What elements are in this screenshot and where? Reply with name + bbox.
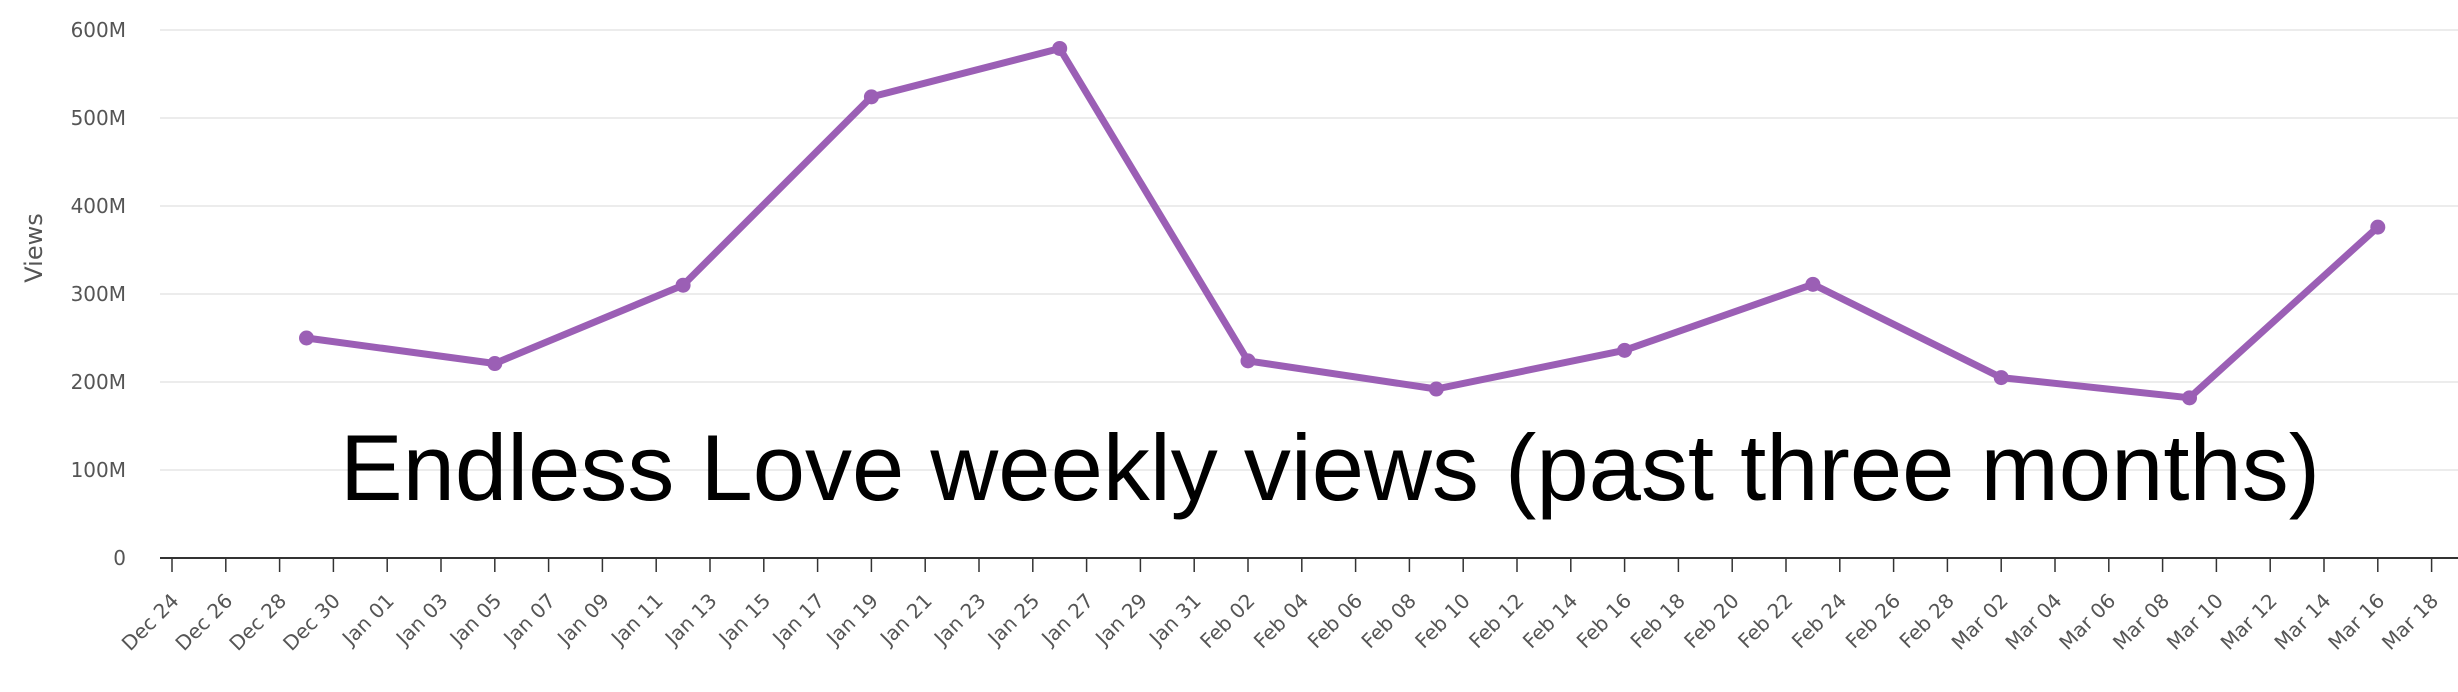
x-tick-label: Jan 27 (1035, 589, 1098, 652)
x-tick-label: Feb 12 (1464, 589, 1529, 654)
x-tick-label: Feb 22 (1733, 589, 1798, 654)
x-tick-label: Feb 04 (1249, 589, 1314, 654)
data-point (863, 89, 879, 105)
y-tick-label: 0 (113, 546, 126, 570)
x-tick-label: Feb 10 (1410, 589, 1475, 654)
data-point (1617, 342, 1633, 358)
data-point (2370, 219, 2386, 235)
x-tick-label: Jan 31 (1143, 589, 1206, 652)
x-tick-label: Mar 02 (1947, 589, 2013, 655)
data-point (1428, 381, 1444, 397)
x-tick-label: Feb 14 (1518, 589, 1583, 654)
x-tick-label: Dec 30 (278, 589, 345, 656)
y-tick-label: 500M (71, 106, 126, 130)
series-layer (299, 40, 2386, 406)
data-point (1240, 353, 1256, 369)
x-tick-label: Feb 06 (1303, 589, 1368, 654)
x-tick-label: Mar 06 (2054, 589, 2120, 655)
x-tick-label: Jan 25 (982, 589, 1045, 652)
data-point (2182, 390, 2197, 406)
x-tick-label: Feb 08 (1356, 589, 1421, 654)
x-tick-label: Jan 01 (336, 589, 399, 652)
x-tick-label: Jan 09 (551, 589, 614, 652)
x-tick-label: Jan 07 (497, 589, 560, 652)
x-tick-label: Jan 19 (820, 589, 883, 652)
y-tick-label: 600M (71, 18, 126, 42)
data-point (1993, 370, 2009, 386)
x-tick-label: Jan 15 (713, 589, 776, 652)
x-tick-label: Jan 17 (766, 589, 829, 652)
grid-lines (160, 29, 2458, 471)
x-tick-label: Feb 20 (1679, 589, 1744, 654)
data-point (1805, 276, 1821, 292)
data-point (487, 356, 503, 372)
x-tick-label: Mar 18 (2377, 589, 2443, 655)
x-tick-label: Jan 23 (928, 589, 991, 652)
x-tick-label: Jan 11 (605, 589, 668, 652)
x-tick-label: Mar 12 (2216, 589, 2282, 655)
x-tick-label: Feb 18 (1625, 589, 1690, 654)
x-tick-label: Jan 21 (874, 589, 937, 652)
y-tick-label: 400M (71, 194, 126, 218)
data-point (1052, 40, 1068, 56)
x-tick-label: Jan 05 (444, 589, 507, 652)
data-point (299, 330, 314, 346)
series-line (303, 45, 2382, 402)
x-tick-label: Jan 29 (1089, 589, 1152, 652)
y-tick-label: 100M (71, 458, 126, 482)
y-tick-label: 200M (71, 370, 126, 394)
x-tick-label: Mar 10 (2162, 589, 2228, 655)
y-tick-label: 300M (71, 282, 126, 306)
x-tick-label: Jan 03 (390, 589, 453, 652)
x-tick-label: Dec 26 (171, 589, 238, 656)
x-tick-label: Mar 16 (2323, 589, 2389, 655)
y-axis-label: Views (20, 213, 48, 282)
x-tick-label: Dec 28 (224, 589, 291, 656)
x-tick-label: Mar 04 (2000, 589, 2066, 655)
x-tick-label: Feb 26 (1841, 589, 1906, 654)
data-point (675, 277, 691, 293)
x-tick-label: Mar 08 (2108, 589, 2174, 655)
x-tick-label: Dec 24 (117, 589, 184, 656)
x-tick-label: Mar 14 (2269, 589, 2335, 655)
x-tick-label: Jan 13 (659, 589, 722, 652)
chart-title: Endless Love weekly views (past three mo… (340, 415, 2320, 520)
x-tick-label: Feb 02 (1195, 589, 1260, 654)
x-tick-label: Feb 16 (1572, 589, 1637, 654)
y-axis-ticks: 0 100M 200M 300M 400M 500M 600M (71, 18, 126, 570)
x-tick-label: Feb 28 (1894, 589, 1959, 654)
x-tick-label: Feb 24 (1787, 589, 1852, 654)
